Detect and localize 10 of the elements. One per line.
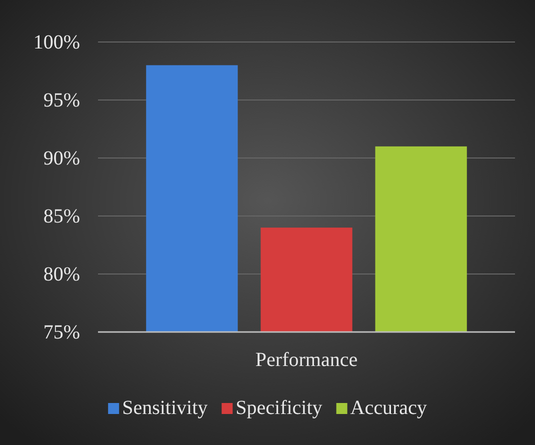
y-tick-label: 100% — [33, 31, 80, 54]
legend-label: Accuracy — [350, 397, 427, 419]
x-tick-label: Performance — [255, 349, 358, 372]
y-tick-label: 80% — [43, 263, 80, 286]
y-tick-label: 90% — [43, 147, 80, 170]
y-tick-label: 95% — [43, 89, 80, 112]
y-tick-label: 75% — [43, 321, 80, 344]
legend-label: Specificity — [236, 397, 322, 419]
y-tick-label: 85% — [43, 205, 80, 228]
legend-label: Sensitivity — [122, 397, 208, 419]
